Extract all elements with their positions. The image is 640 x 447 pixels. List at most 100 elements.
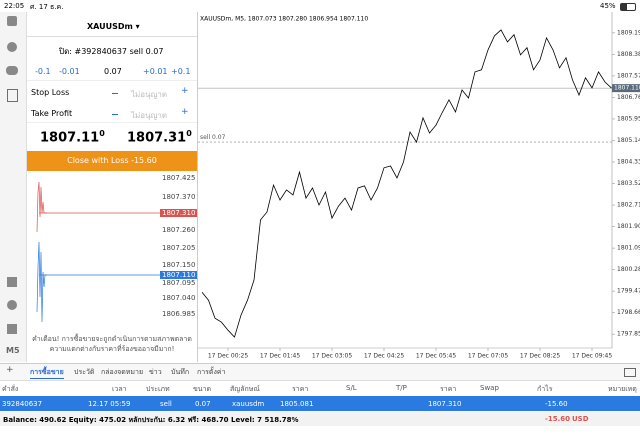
y-tick-label: 1807.570 (617, 72, 640, 79)
y-tick-label: 1799.470 (617, 288, 640, 295)
column-header: Swap (480, 384, 499, 392)
column-header: T/P (396, 384, 407, 392)
divider (27, 36, 197, 37)
x-tick-label: 17 Dec 07:05 (468, 353, 509, 360)
tick-price: 1807.095 (162, 279, 196, 287)
stop-loss-value[interactable]: ไม่อนุญาต (131, 90, 168, 99)
y-tick-label: 1804.330 (617, 159, 640, 166)
warning: คำเตือน! การซื้อขายจะถูกดำเนินการตามสภาพ… (32, 335, 192, 353)
bid-price: 1807.110 (40, 129, 105, 145)
ask-main: 1807.31 (127, 130, 187, 146)
icon[interactable] (7, 300, 17, 310)
icon[interactable] (7, 89, 18, 102)
plus-button[interactable]: + (181, 107, 189, 117)
y-tick-label: 1803.520 (617, 180, 640, 187)
ask-price: 1807.310 (127, 129, 192, 145)
column-header: คำสั่ง (2, 385, 19, 393)
stop-loss-label: Stop Loss (31, 88, 70, 97)
timeframe[interactable]: M5 (6, 346, 20, 355)
close-button[interactable]: Close with Loss -15.60 (27, 151, 197, 171)
tab[interactable]: กล่องจดหมาย (101, 368, 144, 376)
ask-sup: 0 (186, 129, 192, 138)
chart-title: XAUUSDm, M5, 1807.073 1807.280 1806.954 … (200, 16, 368, 23)
tick-price: 1807.370 (162, 193, 196, 201)
close-label: ปิด: #392840637 sell 0.07 (59, 47, 164, 56)
column-header: ราคา (292, 385, 309, 393)
tick-price: 1807.040 (162, 294, 196, 302)
plus-button[interactable]: + (181, 86, 189, 96)
take-profit-value[interactable]: ไม่อนุญาต (131, 111, 168, 120)
cell: xauusdm (232, 400, 265, 408)
tab[interactable]: การซื้อขาย (30, 367, 64, 379)
x-tick-label: 17 Dec 05:45 (416, 353, 457, 360)
volume-step[interactable]: +0.01 (143, 67, 168, 76)
tab[interactable]: การตั้งค่า (197, 368, 226, 376)
column-header: เวลา (112, 385, 127, 393)
table-header: คำสั่ง เวลา ประเภท ขนาด สัญลักษณ์ ราคา S/L T/P ร… (0, 380, 640, 395)
icon[interactable] (6, 66, 18, 75)
tick-price: 1807.205 (162, 244, 196, 252)
symbol[interactable]: XAUUSDm ▾ (87, 22, 140, 31)
x-tick-label: 17 Dec 01:45 (260, 353, 301, 360)
y-tick-label: 1797.850 (617, 331, 640, 338)
price-label-box (612, 84, 640, 93)
layout-icon[interactable] (624, 368, 636, 377)
summary: Balance: 490.62 Equity: 475.02 หลักประกั… (0, 412, 640, 426)
order-panel: XAUUSDm ▾ ปิด: #392840637 sell 0.07 -0.1… (27, 12, 198, 362)
tick-price: 1807.425 (162, 174, 196, 182)
toolbar: + การซื้อขาย ประวัติ กล่องจดหมาย ข่าว บันทึก… (0, 363, 640, 381)
volume[interactable]: 0.07 (104, 67, 122, 76)
chart: XAUUSDm, M5, 1807.073 1807.280 1806.954 … (198, 12, 640, 360)
cell: 1807.310 (428, 400, 462, 408)
take-profit-label: Take Profit (31, 109, 73, 118)
icon[interactable] (7, 42, 17, 52)
battery: 45% (600, 2, 616, 10)
icon[interactable] (7, 277, 17, 287)
y-tick-label: 1801.090 (617, 245, 640, 252)
price-label: 1807.110 (614, 85, 640, 92)
bid-main: 1807.11 (40, 130, 100, 146)
y-tick-label: 1802.710 (617, 202, 640, 209)
balance: Balance: 490.62 Equity: 475.02 หลักประกั… (3, 416, 299, 424)
tab[interactable]: บันทึก (171, 368, 190, 376)
volume-step[interactable]: -0.1 (35, 67, 51, 76)
column-header: สัญลักษณ์ (230, 385, 260, 393)
y-tick-label: 1798.660 (617, 309, 640, 316)
x-tick-label: 17 Dec 09:45 (572, 353, 613, 360)
minus-button[interactable] (112, 93, 118, 94)
status-date: ศ. 17 ธ.ค. (30, 3, 64, 11)
y-tick-label: 1801.900 (617, 223, 640, 230)
icon[interactable] (7, 324, 17, 334)
tick-chart (36, 181, 160, 323)
divider (27, 80, 197, 81)
volume-step[interactable]: +0.1 (171, 67, 191, 76)
add-button[interactable]: + (6, 365, 14, 375)
total-profit: -15.60 (545, 415, 571, 423)
y-tick-label: 1809.190 (617, 29, 640, 36)
bid-sup: 0 (99, 129, 105, 138)
tab[interactable]: ประวัติ (74, 368, 95, 376)
battery-icon (620, 3, 636, 11)
table-row[interactable]: 392840637 12.17 05:59 sell 0.07 xauusdm 1805.… (0, 396, 640, 411)
x-tick-label: 17 Dec 08:25 (520, 353, 561, 360)
bid-ticks (36, 241, 47, 323)
tick-ask: 1807.310 (160, 209, 198, 217)
y-tick-label: 1805.950 (617, 115, 640, 122)
tab[interactable]: ข่าว (149, 368, 162, 376)
cell: -15.60 (545, 400, 568, 408)
sidebar: M5 (0, 12, 27, 362)
cell: 392840637 (2, 400, 43, 408)
volume-step[interactable]: -0.01 (59, 67, 80, 76)
minus-button[interactable] (112, 114, 118, 115)
icon[interactable] (7, 16, 17, 26)
column-header: หมายเหตุ (608, 385, 637, 393)
cell: 1805.081 (280, 400, 314, 408)
y-tick-label: 1806.760 (617, 94, 640, 101)
tick-price: 1807.150 (162, 261, 196, 269)
ask-ticks (36, 181, 47, 233)
y-tick-label: 1805.140 (617, 137, 640, 144)
column-header: S/L (346, 384, 357, 392)
y-tick-label: 1800.280 (617, 266, 640, 273)
order-line-label: sell 0.07 (200, 134, 226, 141)
